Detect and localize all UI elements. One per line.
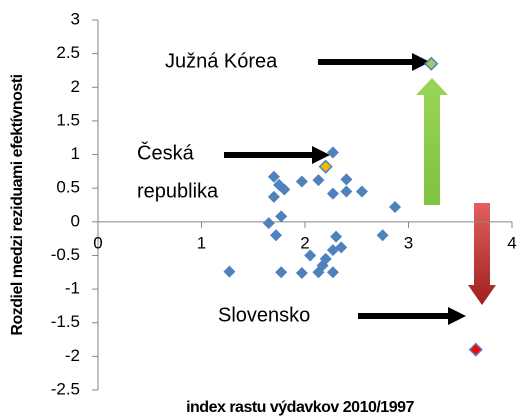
data-point (340, 173, 353, 186)
y-tick-label: -2 (65, 346, 80, 365)
annotation: Južná Kórea (165, 50, 278, 72)
data-point (376, 229, 389, 242)
arrow (318, 53, 430, 71)
y-tick-label: -1 (65, 279, 80, 298)
y-tick-label: 2.5 (56, 43, 80, 62)
annotation: Slovensko (218, 304, 310, 326)
data-point (318, 159, 333, 174)
y-tick-label: -1.5 (51, 312, 80, 331)
y-tick-label: 3 (71, 9, 80, 28)
data-point (319, 252, 332, 265)
y-tick-label: 0 (71, 211, 80, 230)
data-point (326, 266, 339, 279)
data-point (330, 230, 343, 243)
x-tick-label: 3 (404, 233, 413, 252)
data-point (304, 249, 317, 262)
green-arrow (416, 78, 448, 205)
data-point (340, 185, 353, 198)
data-point (295, 175, 308, 188)
y-tick-label: 2 (71, 77, 80, 96)
data-point (270, 229, 283, 242)
x-tick-label: 1 (197, 233, 206, 252)
data-point (295, 266, 308, 279)
red-arrow (468, 203, 496, 305)
y-tick-label: 1.5 (56, 110, 80, 129)
data-point (326, 146, 339, 159)
data-point (267, 170, 280, 183)
data-point (389, 201, 402, 214)
x-tick-label: 2 (300, 233, 309, 252)
data-point (335, 241, 348, 254)
data-point (468, 342, 483, 357)
x-tick-label: 0 (93, 233, 102, 252)
annotation: republika (137, 180, 219, 202)
arrow (358, 307, 466, 325)
y-axis-label: Rozdiel medzi reziduami efektívnosti (9, 74, 26, 335)
data-point (278, 183, 291, 196)
data-point (424, 56, 439, 71)
y-tick-label: 0.5 (56, 178, 80, 197)
arrow (224, 146, 330, 164)
y-tick-label: -2.5 (51, 379, 80, 398)
annotation: Česká (137, 141, 195, 164)
y-tick-label: -0.5 (51, 245, 80, 264)
arrows (224, 53, 496, 325)
x-tick-label: 4 (507, 233, 516, 252)
data-point (275, 210, 288, 223)
data-point (355, 185, 368, 198)
data-point (262, 217, 275, 230)
data-point (223, 265, 236, 278)
data-point (267, 190, 280, 203)
data-point (326, 187, 339, 200)
y-tick-label: 1 (71, 144, 80, 163)
x-axis-label: index rastu výdavkov 2010/1997 (186, 399, 414, 416)
data-point (275, 266, 288, 279)
data-point (312, 174, 325, 187)
